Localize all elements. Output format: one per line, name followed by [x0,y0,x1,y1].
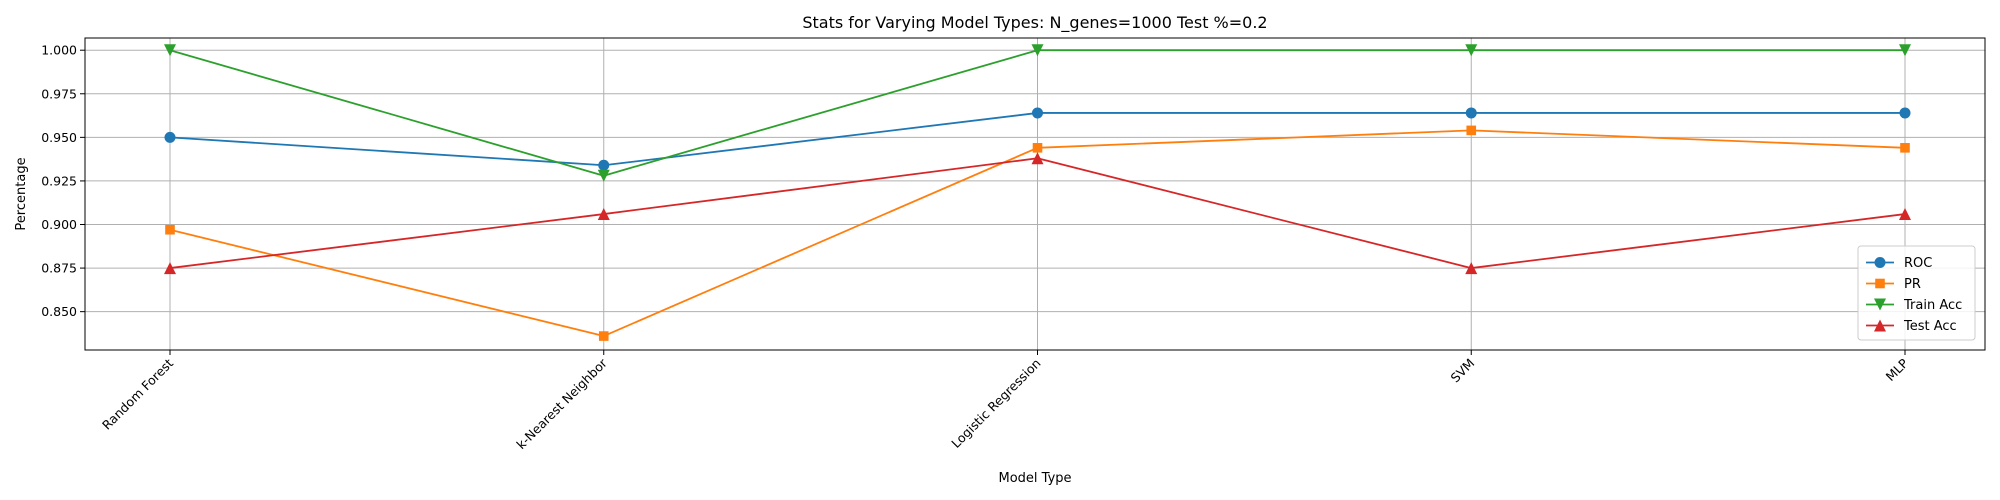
y-tick-label: 0.950 [41,130,77,145]
grid-lines [85,38,1985,350]
series-pr [165,125,1910,341]
series-roc [164,107,1911,171]
data-point-train-acc [1465,44,1478,57]
legend: ROC PR Train Acc Test Acc [1857,245,1976,341]
legend-marker [1874,319,1886,332]
x-tick-label: Random Forest [99,355,176,432]
legend-marker [1875,278,1885,289]
data-point-test-acc [597,208,610,221]
x-axis-ticks: Random Forest k-Nearest Neighbor Logistic … [99,350,1911,452]
data-point-test-acc [1465,262,1478,275]
data-point-pr [165,224,175,235]
x-axis-label: Model Type [998,471,1071,486]
data-point-test-acc [1899,208,1911,221]
legend-label: ROC [1904,256,1932,271]
data-point-train-acc [1899,44,1911,57]
legend-item-roc: ROC [1866,256,1932,271]
legend-marker [1874,298,1886,311]
y-tick-label: 0.975 [41,86,77,101]
x-tick-label: MLP [1883,355,1912,384]
legend-box [1857,245,1976,341]
data-point-train-acc [597,169,610,182]
legend-label: Train Acc [1903,298,1962,313]
data-point-roc [1465,107,1477,119]
data-point-test-acc [164,262,176,275]
legend-item-pr: PR [1866,277,1921,292]
legend-label: PR [1904,277,1921,292]
data-point-pr [598,331,609,341]
legend-item-train-acc: Train Acc [1866,298,1962,313]
data-point-roc [164,131,176,143]
chart-title: Stats for Varying Model Types: N_genes=1… [802,13,1267,33]
y-tick-label: 0.875 [41,261,77,276]
y-axis-ticks: 0.850 0.875 0.900 0.925 0.950 0.975 1.000 [41,43,85,319]
data-point-pr [1032,143,1043,153]
data-point-pr [1900,143,1910,153]
data-point-train-acc [1031,44,1044,57]
data-point-roc [598,159,610,171]
series-train-acc [164,44,1911,182]
data-point-test-acc [1031,152,1044,165]
x-tick-label: k-Nearest Neighbor [513,355,610,452]
data-point-roc [1899,107,1911,119]
legend-label: Test Acc [1903,319,1957,334]
plot-series [164,44,1911,341]
y-tick-label: 0.850 [41,304,77,319]
plot-area-frame [84,37,1986,351]
y-tick-label: 0.900 [41,217,77,232]
y-axis-label: Percentage [14,157,29,230]
series-test-acc [164,152,1911,275]
y-tick-label: 1.000 [41,43,77,58]
data-point-train-acc [164,44,176,57]
legend-marker [1874,257,1886,268]
x-tick-label: SVM [1447,356,1477,386]
y-tick-label: 0.925 [41,173,77,188]
data-point-pr [1466,125,1477,136]
x-tick-label: Logistic Regression [948,356,1043,451]
data-point-roc [1032,107,1043,119]
legend-item-test-acc: Test Acc [1866,319,1957,334]
